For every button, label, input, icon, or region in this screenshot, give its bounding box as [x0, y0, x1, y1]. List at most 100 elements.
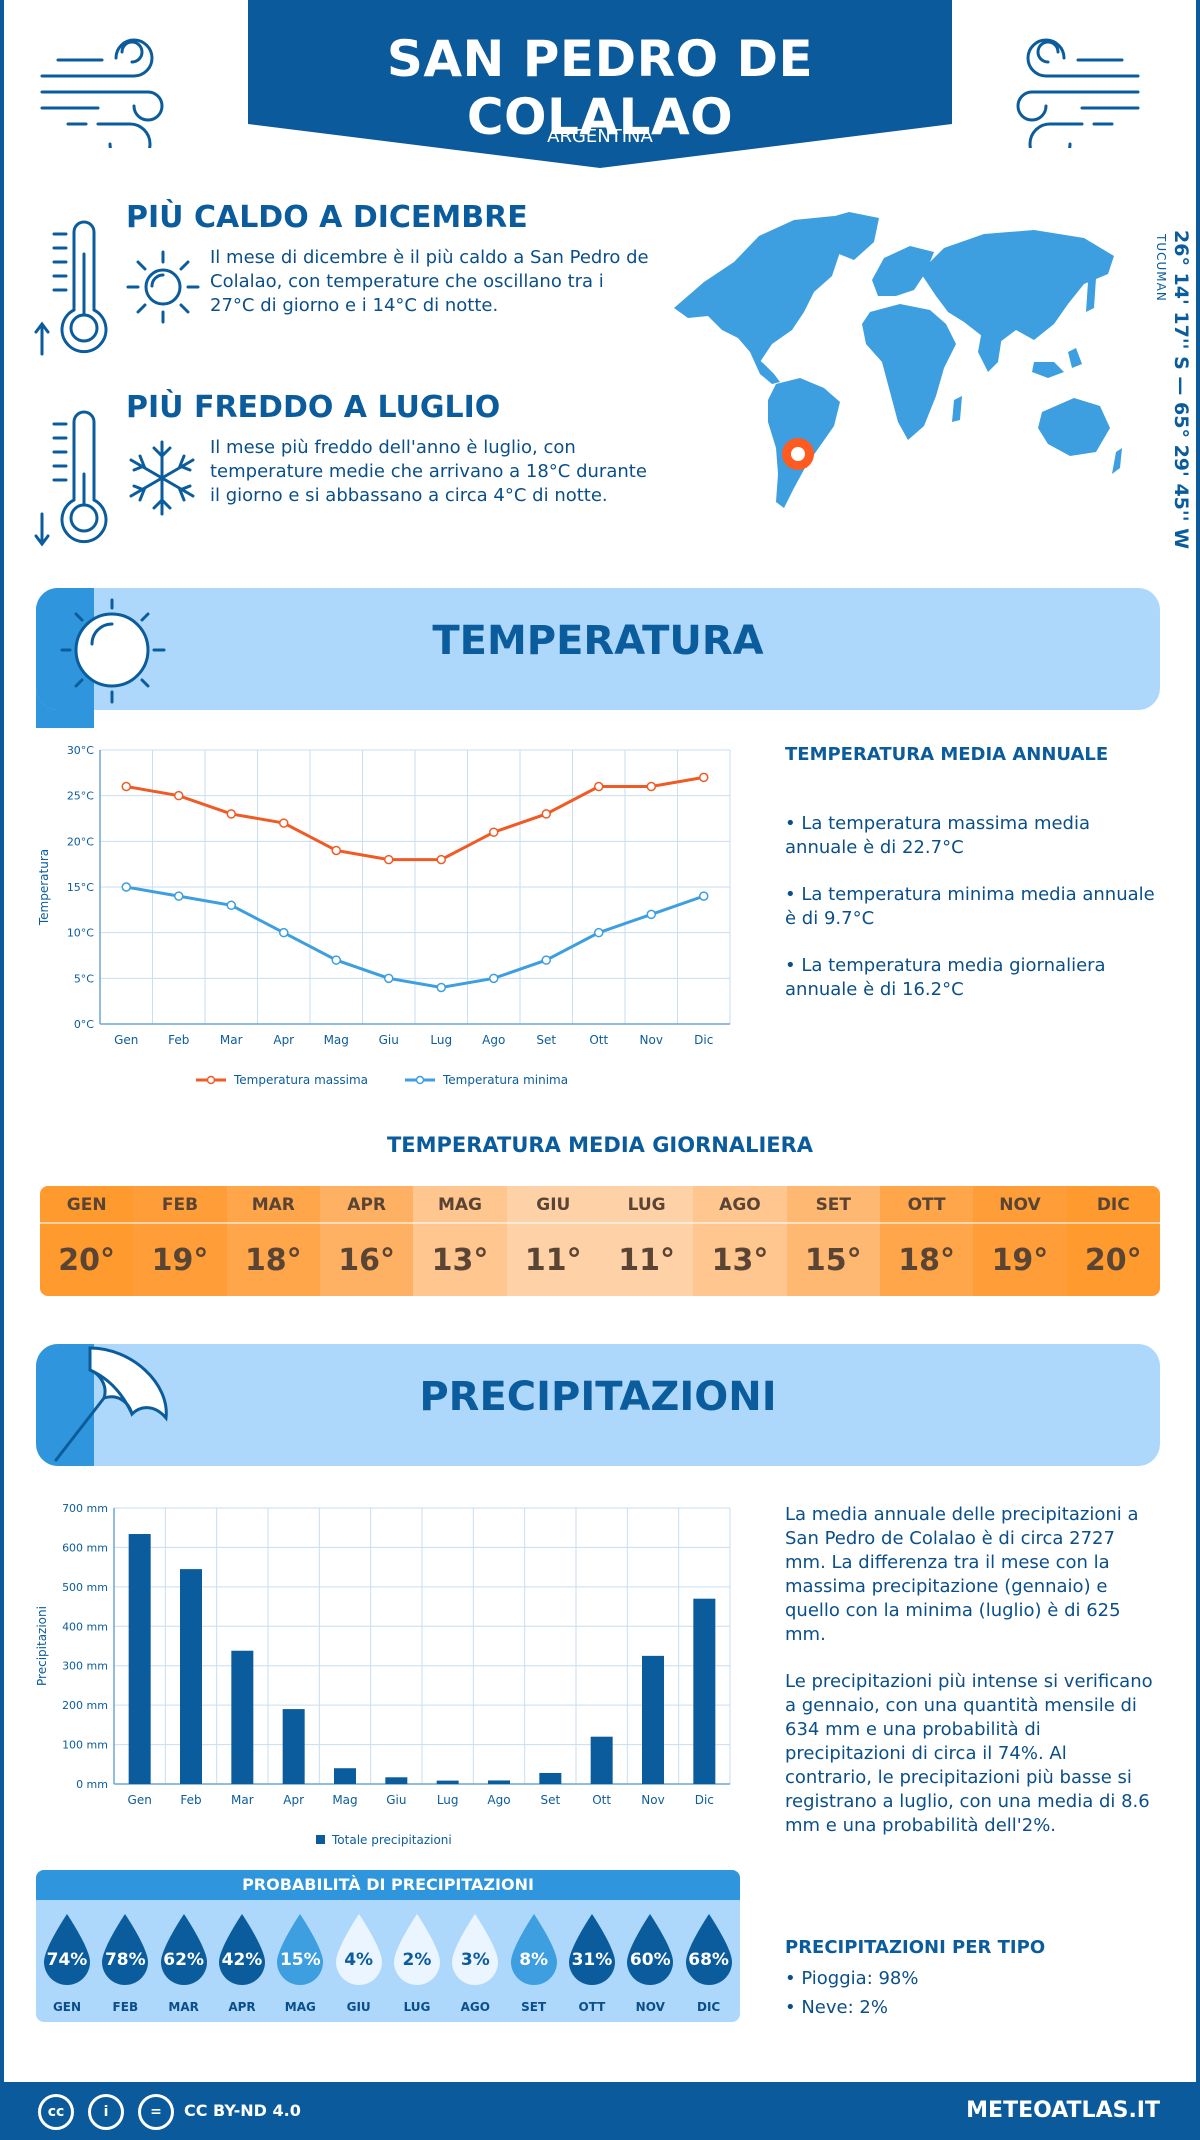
x-tick-label: Giu — [379, 1033, 399, 1047]
bar — [539, 1772, 562, 1784]
daily-temp-cell: DIC 20° — [1066, 1186, 1160, 1296]
daily-temp-value: 15° — [804, 1242, 862, 1278]
data-point — [384, 854, 394, 865]
wind-icon — [1016, 38, 1140, 148]
bar — [180, 1569, 202, 1784]
coordinates-text: 26° 14' 17'' S — 65° 29' 45'' W — [1170, 230, 1192, 550]
probability-drop: 42% APR — [213, 1908, 271, 2020]
probability-value: 3% — [460, 1950, 490, 1970]
daily-temp-cell: APR 16° — [319, 1186, 414, 1296]
data-point — [436, 854, 446, 865]
probability-value: 2% — [402, 1950, 432, 1970]
x-tick-label: Giu — [386, 1793, 406, 1807]
probability-month: OTT — [578, 2000, 606, 2014]
daily-temp-value: 18° — [898, 1242, 955, 1278]
x-tick-label: Nov — [641, 1793, 664, 1807]
daily-month-label: GEN — [40, 1186, 134, 1224]
probability-value: 15% — [279, 1950, 321, 1970]
x-tick-label: Dic — [694, 1033, 713, 1047]
daily-temp-cell: FEB 19° — [133, 1186, 227, 1296]
warmest-month-fact: PIÙ CALDO A DICEMBRE Il mese di dicembre… — [34, 200, 649, 360]
x-tick-label: Mag — [332, 1793, 357, 1807]
probability-drop: 74% GEN — [38, 1908, 96, 2020]
precipitation-title: PRECIPITAZIONI — [419, 1374, 777, 1420]
daily-month-label: MAG — [413, 1186, 507, 1224]
temperature-bullet: • La temperatura media giornaliera annua… — [785, 955, 1106, 1000]
y-tick-label: 15°C — [67, 881, 94, 894]
raindrop-icon — [627, 1914, 674, 1985]
probability-drop: 62% MAR — [155, 1908, 213, 2020]
x-tick-label: Mar — [220, 1033, 243, 1047]
daily-temp-value: 13° — [431, 1242, 489, 1278]
region-label: TUCUMAN — [1154, 234, 1168, 302]
fact-text: Il mese più freddo dell'anno è luglio, c… — [210, 437, 647, 506]
bar — [385, 1777, 408, 1784]
y-tick-label: 0°C — [74, 1018, 94, 1031]
raindrop-icon — [160, 1914, 207, 1985]
daily-month-label: DIC — [1066, 1186, 1160, 1224]
data-point — [489, 973, 499, 984]
y-tick-label: 100 mm — [62, 1739, 108, 1752]
x-tick-label: Mag — [324, 1033, 349, 1047]
data-point — [331, 955, 341, 965]
probability-drop: 4% GIU — [330, 1908, 388, 2020]
series-line — [125, 775, 705, 862]
probability-title: PROBABILITÀ DI PRECIPITAZIONI — [36, 1870, 740, 1900]
daily-temp-cell: SET 15° — [786, 1186, 880, 1296]
daily-temp-cell: AGO 13° — [693, 1186, 787, 1296]
raindrop-icon — [568, 1914, 615, 1985]
thermometer-up-icon — [34, 220, 108, 356]
data-point — [594, 927, 604, 938]
legend-marker — [206, 1075, 216, 1085]
data-point — [541, 809, 551, 819]
probability-value: 74% — [46, 1950, 88, 1970]
fact-title: PIÙ FREDDO A LUGLIO — [126, 390, 501, 425]
probability-value: 62% — [163, 1950, 204, 1970]
legend-marker — [316, 1835, 325, 1844]
legend-label: Temperatura massima — [233, 1073, 368, 1087]
raindrop-icon — [685, 1914, 732, 1985]
legend-marker — [415, 1075, 425, 1085]
daily-month-label: AGO — [693, 1186, 787, 1224]
daily-temp-value: 20° — [58, 1242, 116, 1278]
daily-temp-cell: MAG 13° — [413, 1186, 507, 1296]
legend-label: Temperatura minima — [442, 1073, 568, 1087]
probability-drop: 31% OTT — [563, 1908, 621, 2020]
y-tick-label: 600 mm — [62, 1541, 108, 1554]
daily-temp-value: 11° — [524, 1242, 582, 1278]
umbrella-icon — [54, 1346, 168, 1462]
data-point — [121, 882, 131, 892]
data-point — [646, 909, 656, 920]
x-tick-label: Dic — [695, 1793, 714, 1807]
footer: cc i = CC BY-ND 4.0 METEOATLAS.IT — [0, 2082, 1200, 2140]
y-tick-label: 0 mm — [76, 1778, 108, 1791]
temperature-title: TEMPERATURA — [432, 618, 764, 664]
probability-month: GEN — [52, 2000, 82, 2014]
raindrop-icon — [102, 1914, 149, 1985]
bar — [488, 1780, 510, 1784]
x-tick-label: Set — [540, 1793, 560, 1807]
y-tick-label: 500 mm — [62, 1581, 108, 1594]
temperature-bullet: • La temperatura minima media annuale è … — [785, 884, 1155, 929]
x-tick-label: Ago — [487, 1793, 510, 1807]
coordinates: 26° 14' 17'' S — 65° 29' 45'' W TUCUMAN — [1140, 230, 1196, 549]
precip-type-item: • Pioggia: 98% — [785, 1968, 919, 1989]
site-link[interactable]: METEOATLAS.IT — [966, 2098, 1160, 2123]
y-tick-label: 30°C — [67, 744, 94, 757]
temperature-bullet: • La temperatura massima media annuale è… — [785, 813, 1091, 858]
data-point — [279, 927, 289, 938]
raindrop-icon — [218, 1914, 265, 1985]
bar — [693, 1598, 716, 1784]
y-tick-label: 200 mm — [62, 1699, 108, 1712]
daily-month-label: SET — [786, 1186, 880, 1224]
temperature-banner: TEMPERATURA — [36, 588, 1160, 728]
data-point — [226, 809, 236, 819]
series-line — [125, 885, 705, 989]
daily-month-label: GIU — [506, 1186, 600, 1224]
precipitation-bar-chart: 0 mm 100 mm 200 mm 300 mm 400 mm 500 mm 600 mm… — [35, 1502, 731, 1847]
raindrop-icon — [44, 1914, 90, 1985]
probability-drop: 8% SET — [505, 1908, 563, 2020]
precipitation-banner: PRECIPITAZIONI — [36, 1344, 1160, 1466]
daily-temp-value: 13° — [711, 1242, 769, 1278]
daily-month-label: NOV — [973, 1186, 1067, 1224]
